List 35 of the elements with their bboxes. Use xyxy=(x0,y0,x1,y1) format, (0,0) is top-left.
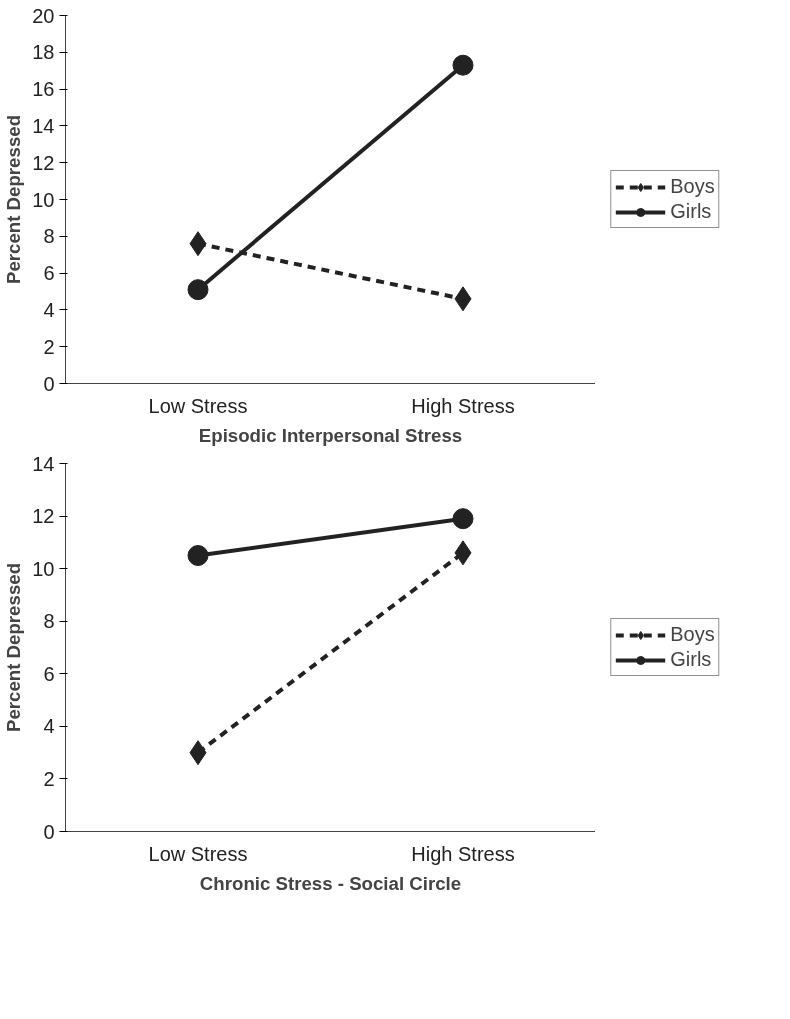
y-tick-label: 0 xyxy=(43,372,55,395)
legend-label: Girls xyxy=(670,200,712,223)
y-tick-label: 12 xyxy=(32,505,55,528)
point xyxy=(452,508,474,530)
y-tick-label: 6 xyxy=(43,262,55,285)
y-tick-label: 6 xyxy=(43,662,55,685)
point xyxy=(187,279,209,301)
y-axis-title: Percent Depressed xyxy=(3,114,25,285)
x-axis-title: Episodic Interpersonal Stress xyxy=(198,424,463,446)
x-tick-label: High Stress xyxy=(411,842,515,865)
y-tick-label: 8 xyxy=(43,610,55,633)
y-tick-label: 14 xyxy=(32,452,55,475)
x-tick-label: Low Stress xyxy=(148,394,248,417)
x-tick-label: High Stress xyxy=(411,394,515,417)
y-tick-label: 12 xyxy=(32,151,55,174)
x-axis-title: Chronic Stress - Social Circle xyxy=(199,872,462,894)
legend-label: Boys xyxy=(670,175,715,198)
y-tick-label: 16 xyxy=(32,78,55,101)
y-tick-label: 2 xyxy=(43,767,55,790)
x-tick-label: Low Stress xyxy=(148,842,248,865)
legend-label: Girls xyxy=(670,648,712,671)
y-tick-label: 4 xyxy=(43,715,55,738)
y-tick-label: 8 xyxy=(43,225,55,248)
y-tick-label: 14 xyxy=(32,114,55,137)
y-tick-label: 10 xyxy=(32,188,55,211)
y-axis-title: Percent Depressed xyxy=(3,562,25,733)
y-tick-label: 2 xyxy=(43,335,55,358)
y-tick-label: 0 xyxy=(43,820,55,843)
point xyxy=(452,54,474,76)
point xyxy=(187,545,209,566)
legend-label: Boys xyxy=(670,623,715,646)
y-tick-label: 20 xyxy=(32,4,55,27)
y-tick-label: 18 xyxy=(32,41,55,64)
y-tick-label: 4 xyxy=(43,298,55,321)
y-tick-label: 10 xyxy=(32,557,55,580)
